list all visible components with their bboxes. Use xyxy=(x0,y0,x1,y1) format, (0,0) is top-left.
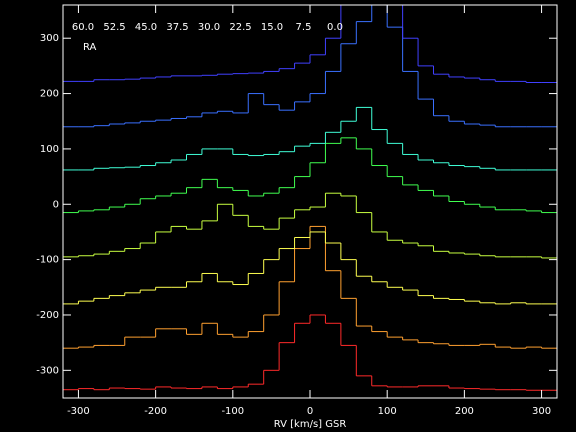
y-tick-label: 0 xyxy=(53,199,59,210)
colorbar-tick-label: 7.5 xyxy=(296,22,312,33)
x-tick-label: 0 xyxy=(307,406,313,417)
colorbar-tick-label: 30.0 xyxy=(198,22,220,33)
colorbar-tick-label: 22.5 xyxy=(229,22,251,33)
colorbar-tick-label: 0.0 xyxy=(327,22,343,33)
y-tick-label: 200 xyxy=(40,89,59,100)
colorbar-tick-label: 60.0 xyxy=(72,22,94,33)
y-tick-label: -100 xyxy=(36,255,59,266)
x-axis-label: RV [km/s] GSR xyxy=(274,419,347,430)
colorbar-tick-label: 52.5 xyxy=(103,22,125,33)
colorbar-tick-label: 45.0 xyxy=(135,22,157,33)
plot-area xyxy=(63,5,557,391)
x-tick-label: -300 xyxy=(67,406,90,417)
y-tick-label: -300 xyxy=(36,365,59,376)
axes-frame xyxy=(62,4,558,399)
y-tick-label: 300 xyxy=(40,33,59,44)
x-tick-label: 300 xyxy=(532,406,551,417)
x-tick-label: -100 xyxy=(221,406,244,417)
x-tick-label: 200 xyxy=(455,406,474,417)
y-tick-label: -200 xyxy=(36,310,59,321)
x-tick-label: 100 xyxy=(378,406,397,417)
colorbar-label: RA xyxy=(83,42,97,53)
y-tick-label: 100 xyxy=(40,144,59,155)
x-tick-label: -200 xyxy=(144,406,167,417)
colorbar-tick-label: 37.5 xyxy=(166,22,188,33)
colorbar-tick-label: 15.0 xyxy=(261,22,283,33)
